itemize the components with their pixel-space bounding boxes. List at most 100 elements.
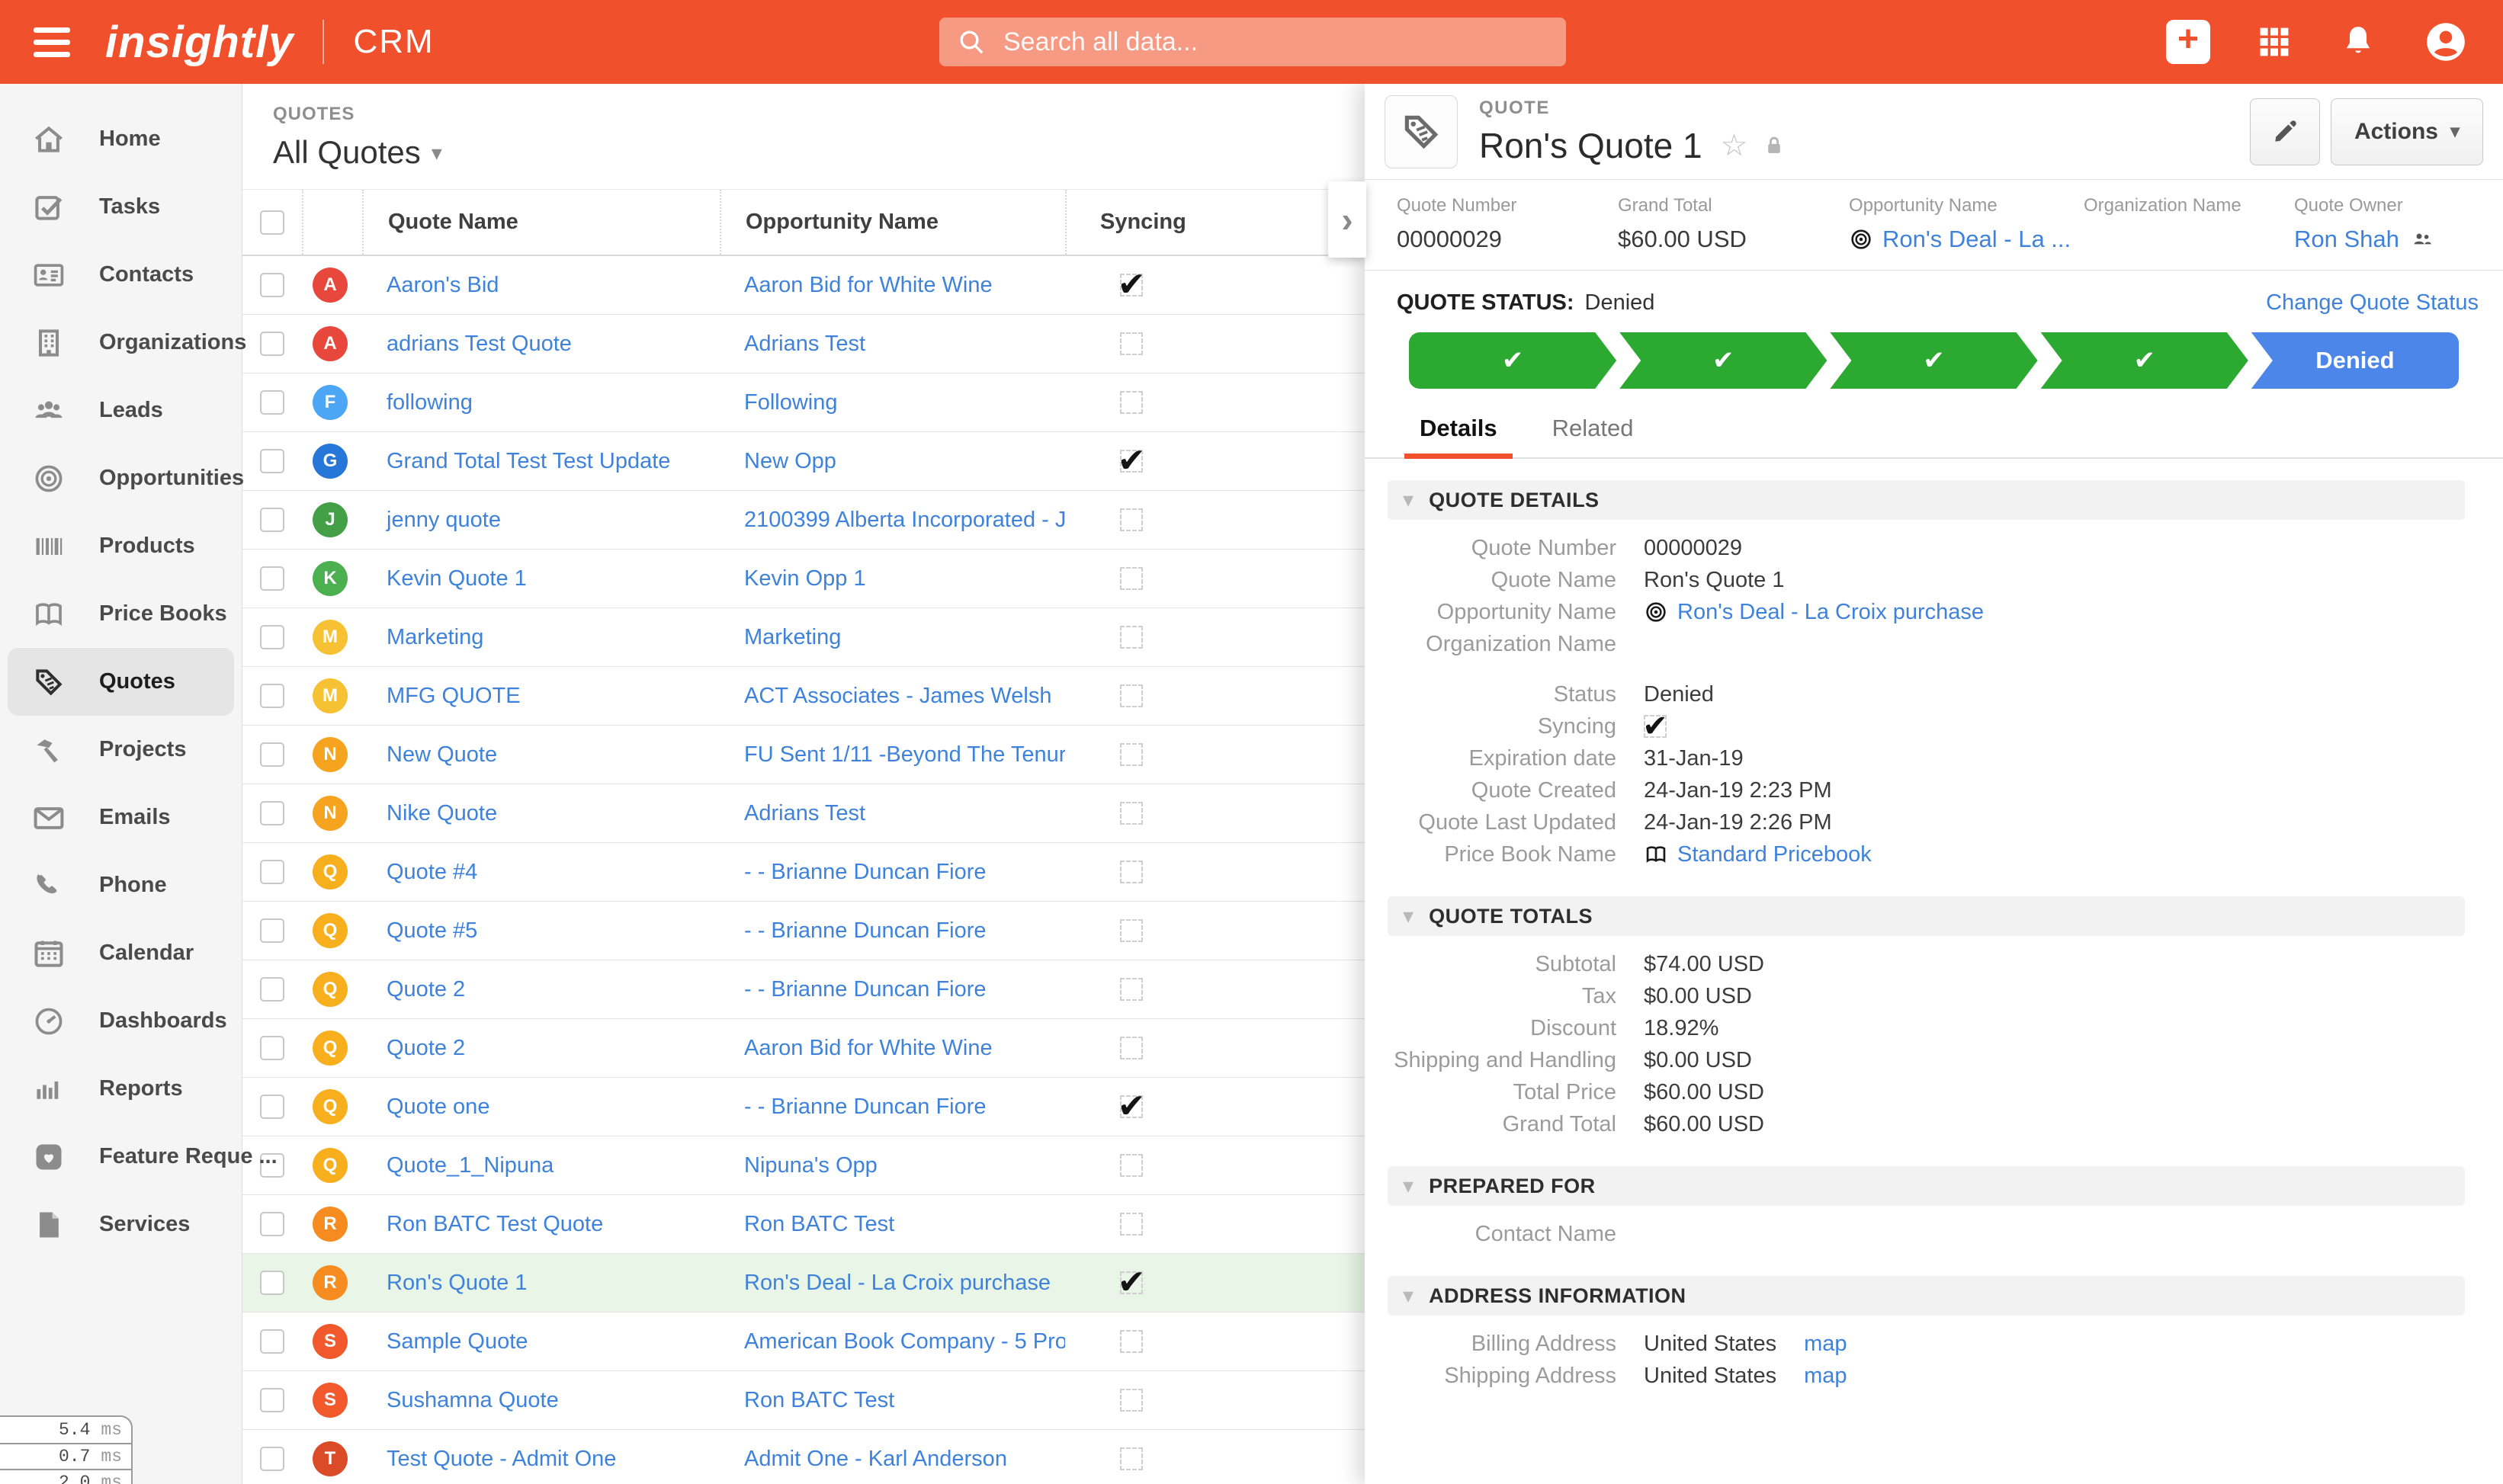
column-header-syncing[interactable]: Syncing — [1065, 190, 1365, 255]
quote-name-link[interactable]: Aaron's Bid — [387, 272, 499, 297]
section-quote-details[interactable]: ▾ QUOTE DETAILS — [1388, 480, 2465, 520]
quote-name-link[interactable]: Quote #5 — [387, 918, 478, 943]
table-row[interactable]: N Nike Quote Adrians Test — [242, 784, 1365, 843]
sidebar-item-organizations[interactable]: Organizations — [0, 309, 246, 377]
table-row[interactable]: M Marketing Marketing — [242, 608, 1365, 667]
quote-owner-link[interactable]: Ron Shah — [2294, 226, 2399, 252]
opportunity-link[interactable]: Following — [744, 389, 838, 415]
profile-button[interactable] — [2422, 18, 2469, 66]
table-row[interactable]: A Aaron's Bid Aaron Bid for White Wine ✔ — [242, 256, 1365, 315]
quote-name-link[interactable]: adrians Test Quote — [387, 331, 572, 356]
sidebar-item-contacts[interactable]: Contacts — [0, 241, 242, 309]
opportunity-link[interactable]: Kevin Opp 1 — [744, 566, 866, 591]
row-checkbox[interactable] — [260, 684, 284, 708]
sidebar-item-feature-requests[interactable]: Feature Reque ... — [0, 1123, 278, 1191]
table-row[interactable]: K Kevin Quote 1 Kevin Opp 1 — [242, 550, 1365, 608]
sidebar-item-phone[interactable]: Phone — [0, 851, 242, 919]
table-row[interactable]: T Test Quote - Admit One Admit One - Karl … — [242, 1430, 1365, 1484]
opportunity-link[interactable]: Ron's Deal - La Croix purchase — [744, 1270, 1051, 1295]
row-checkbox[interactable] — [260, 742, 284, 767]
table-row[interactable]: S Sample Quote American Book Company - 5 P… — [242, 1313, 1365, 1371]
status-step-4[interactable]: ✔ — [2041, 332, 2248, 389]
actions-button[interactable]: Actions ▾ — [2330, 98, 2483, 165]
sidebar-item-emails[interactable]: Emails — [0, 784, 242, 851]
table-row[interactable]: R Ron BATC Test Quote Ron BATC Test — [242, 1195, 1365, 1254]
opportunity-link[interactable]: Adrians Test — [744, 331, 866, 356]
tab-details[interactable]: Details — [1404, 415, 1513, 459]
row-checkbox[interactable] — [260, 1036, 284, 1060]
row-checkbox[interactable] — [260, 332, 284, 356]
section-quote-totals[interactable]: ▾ QUOTE TOTALS — [1388, 896, 2465, 936]
quote-name-link[interactable]: following — [387, 389, 473, 415]
quote-name-link[interactable]: New Quote — [387, 742, 498, 767]
table-row-selected[interactable]: R Ron's Quote 1 Ron's Deal - La Croix purc… — [242, 1254, 1365, 1313]
global-search[interactable] — [939, 18, 1566, 66]
search-input[interactable] — [1003, 27, 1549, 57]
price-book-link[interactable]: Standard Pricebook — [1677, 841, 1872, 867]
row-checkbox[interactable] — [260, 508, 284, 532]
status-step-1[interactable]: ✔ — [1409, 332, 1616, 389]
quote-name-link[interactable]: Quote 2 — [387, 976, 466, 1002]
column-header-opportunity-name[interactable]: Opportunity Name — [720, 190, 1065, 255]
row-checkbox[interactable] — [260, 1153, 284, 1178]
edit-button[interactable] — [2249, 98, 2320, 165]
opportunity-link[interactable]: Ron BATC Test — [744, 1211, 895, 1236]
opportunity-link[interactable]: 2100399 Alberta Incorporated - Jeff ... — [744, 507, 1065, 532]
sidebar-item-projects[interactable]: Projects — [0, 716, 242, 784]
opportunity-link[interactable]: - - Brianne Duncan Fiore — [744, 859, 987, 884]
status-step-3[interactable]: ✔ — [1830, 332, 2037, 389]
status-step-2[interactable]: ✔ — [1619, 332, 1827, 389]
sidebar-item-home[interactable]: Home — [0, 105, 242, 173]
table-row[interactable]: Q Quote 2 Aaron Bid for White Wine — [242, 1019, 1365, 1078]
panel-collapse-toggle[interactable]: › — [1328, 181, 1366, 258]
row-checkbox[interactable] — [260, 918, 284, 943]
row-checkbox[interactable] — [260, 566, 284, 591]
section-prepared-for[interactable]: ▾ PREPARED FOR — [1388, 1166, 2465, 1206]
opportunity-link[interactable]: - - Brianne Duncan Fiore — [744, 1094, 987, 1119]
sidebar-item-calendar[interactable]: Calendar — [0, 919, 242, 987]
sidebar-item-price-books[interactable]: Price Books — [0, 580, 242, 648]
row-checkbox[interactable] — [260, 1271, 284, 1295]
row-checkbox[interactable] — [260, 1329, 284, 1354]
quote-name-link[interactable]: Sushamna Quote — [387, 1387, 559, 1412]
quote-name-link[interactable]: Nike Quote — [387, 800, 498, 825]
opportunity-link[interactable]: Aaron Bid for White Wine — [744, 1035, 993, 1060]
table-row[interactable]: Q Quote one - - Brianne Duncan Fiore ✔ — [242, 1078, 1365, 1136]
row-checkbox[interactable] — [260, 1212, 284, 1236]
quote-name-link[interactable]: Test Quote - Admit One — [387, 1446, 617, 1471]
sidebar-item-dashboards[interactable]: Dashboards — [0, 987, 242, 1055]
quote-name-link[interactable]: Quote one — [387, 1094, 490, 1119]
quote-name-link[interactable]: Ron's Quote 1 — [387, 1270, 528, 1295]
sidebar-item-quotes[interactable]: Quotes — [8, 648, 234, 716]
opportunity-link[interactable]: - - Brianne Duncan Fiore — [744, 918, 987, 943]
opportunity-link[interactable]: New Opp — [744, 448, 836, 473]
opportunity-link[interactable]: Admit One - Karl Anderson — [744, 1446, 1007, 1471]
sidebar-item-leads[interactable]: Leads — [0, 377, 242, 444]
table-row[interactable]: Q Quote #5 - - Brianne Duncan Fiore — [242, 902, 1365, 960]
column-header-quote-name[interactable]: Quote Name — [362, 190, 720, 255]
opportunity-link[interactable]: Marketing — [744, 624, 842, 649]
quick-add-button[interactable]: + — [2166, 20, 2210, 64]
row-checkbox[interactable] — [260, 977, 284, 1002]
change-quote-status-link[interactable]: Change Quote Status — [2266, 290, 2479, 315]
row-checkbox[interactable] — [260, 801, 284, 825]
table-row[interactable]: N New Quote FU Sent 1/11 -Beyond The Tenur… — [242, 726, 1365, 784]
table-row[interactable]: G Grand Total Test Test Update New Opp ✔ — [242, 432, 1365, 491]
quote-name-link[interactable]: Quote_1_Nipuna — [387, 1152, 554, 1178]
table-row[interactable]: S Sushamna Quote Ron BATC Test — [242, 1371, 1365, 1430]
opportunity-link[interactable]: Ron BATC Test — [744, 1387, 895, 1412]
row-checkbox[interactable] — [260, 273, 284, 297]
quote-name-link[interactable]: MFG QUOTE — [387, 683, 521, 708]
section-address-information[interactable]: ▾ ADDRESS INFORMATION — [1388, 1276, 2465, 1316]
quote-name-link[interactable]: Quote 2 — [387, 1035, 466, 1060]
tab-related[interactable]: Related — [1552, 415, 1634, 441]
opportunity-link[interactable]: Ron's Deal - La ... — [1882, 226, 2071, 252]
quote-name-link[interactable]: Quote #4 — [387, 859, 478, 884]
sidebar-item-tasks[interactable]: Tasks — [0, 173, 242, 241]
opportunity-link[interactable]: ACT Associates - James Welsh — [744, 683, 1052, 708]
star-icon[interactable]: ☆ — [1720, 128, 1748, 162]
quote-name-link[interactable]: Kevin Quote 1 — [387, 566, 527, 591]
opportunity-link[interactable]: Aaron Bid for White Wine — [744, 272, 993, 297]
